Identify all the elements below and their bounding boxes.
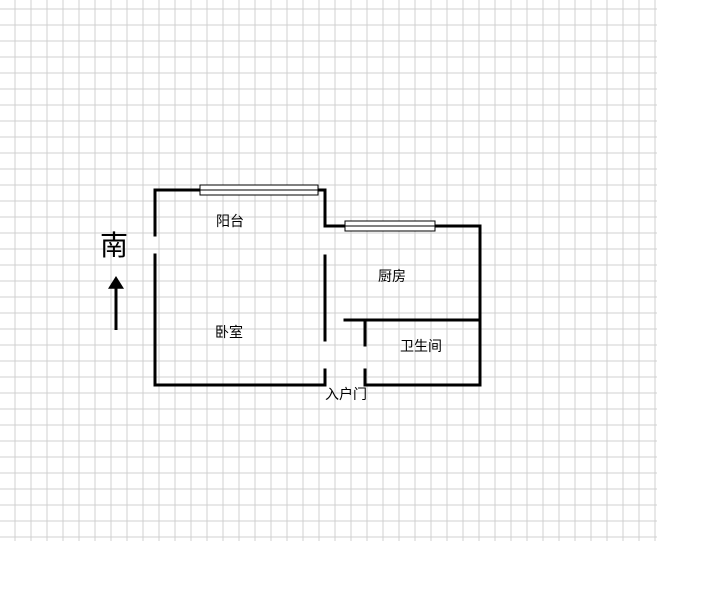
label-bathroom: 卫生间 <box>400 336 442 356</box>
label-bedroom: 卧室 <box>215 322 243 342</box>
direction-label: 南 <box>100 224 128 264</box>
label-entrance: 入户门 <box>325 384 367 404</box>
floorplan-canvas <box>0 0 701 610</box>
label-balcony: 阳台 <box>216 211 244 231</box>
north-arrow <box>108 276 124 330</box>
grid <box>0 0 670 541</box>
label-kitchen: 厨房 <box>378 266 406 286</box>
